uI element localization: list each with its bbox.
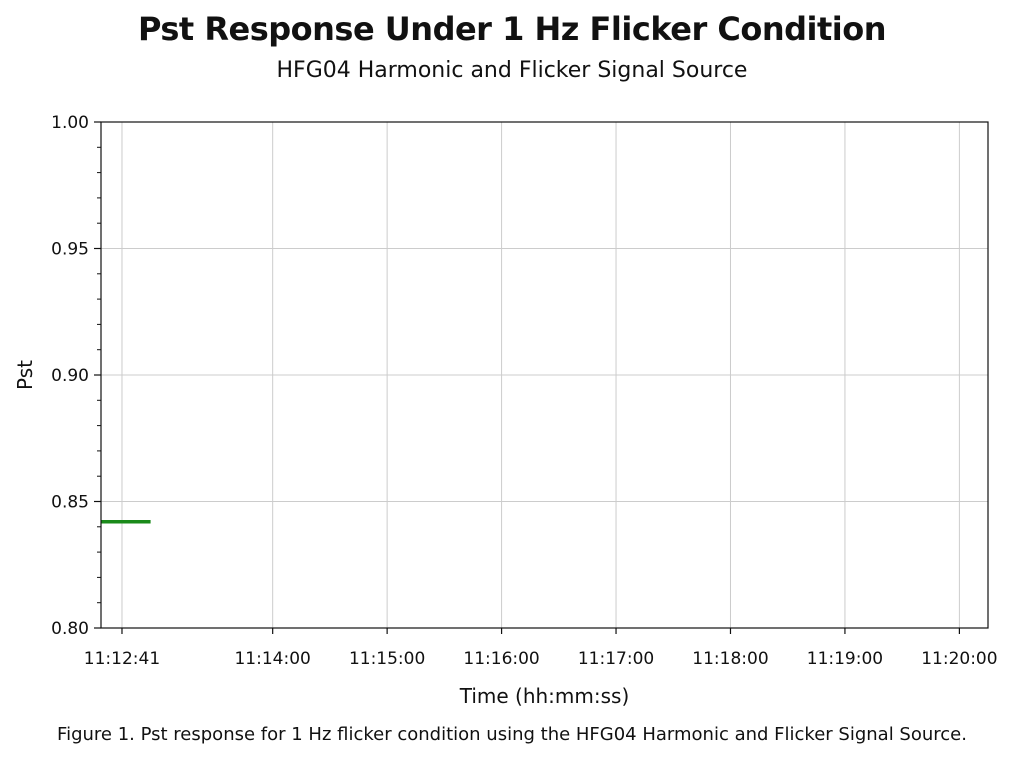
chart-subtitle: HFG04 Harmonic and Flicker Signal Source [276,58,748,83]
y-tick-label: 1.00 [51,113,89,133]
x-tick-label: 11:18:00 [692,649,768,669]
x-axis-label: Time (hh:mm:ss) [459,684,630,708]
x-tick-label: 11:17:00 [578,649,654,669]
chart-title: Pst Response Under 1 Hz Flicker Conditio… [137,10,887,48]
x-tick-label: 11:19:00 [807,649,883,669]
x-tick-label: 11:16:00 [463,649,539,669]
y-tick-label: 0.80 [51,619,89,639]
x-tick-label: 11:15:00 [349,649,425,669]
grid-lines [101,121,988,629]
y-tick-label: 0.90 [51,366,89,386]
x-tick-label: 11:20:00 [921,649,997,669]
x-tick-label: 11:14:00 [234,649,310,669]
axis-ticks: 11:12:41 11:14:00 11:15:00 11:16:00 11:17:00… [51,113,997,669]
y-axis-label: Pst [13,360,37,390]
figure-caption: Figure 1. Pst response for 1 Hz flicker … [57,724,967,745]
y-tick-label: 0.85 [51,493,89,513]
x-tick-label: 11:12:41 [84,649,160,669]
y-tick-label: 0.95 [51,240,89,260]
